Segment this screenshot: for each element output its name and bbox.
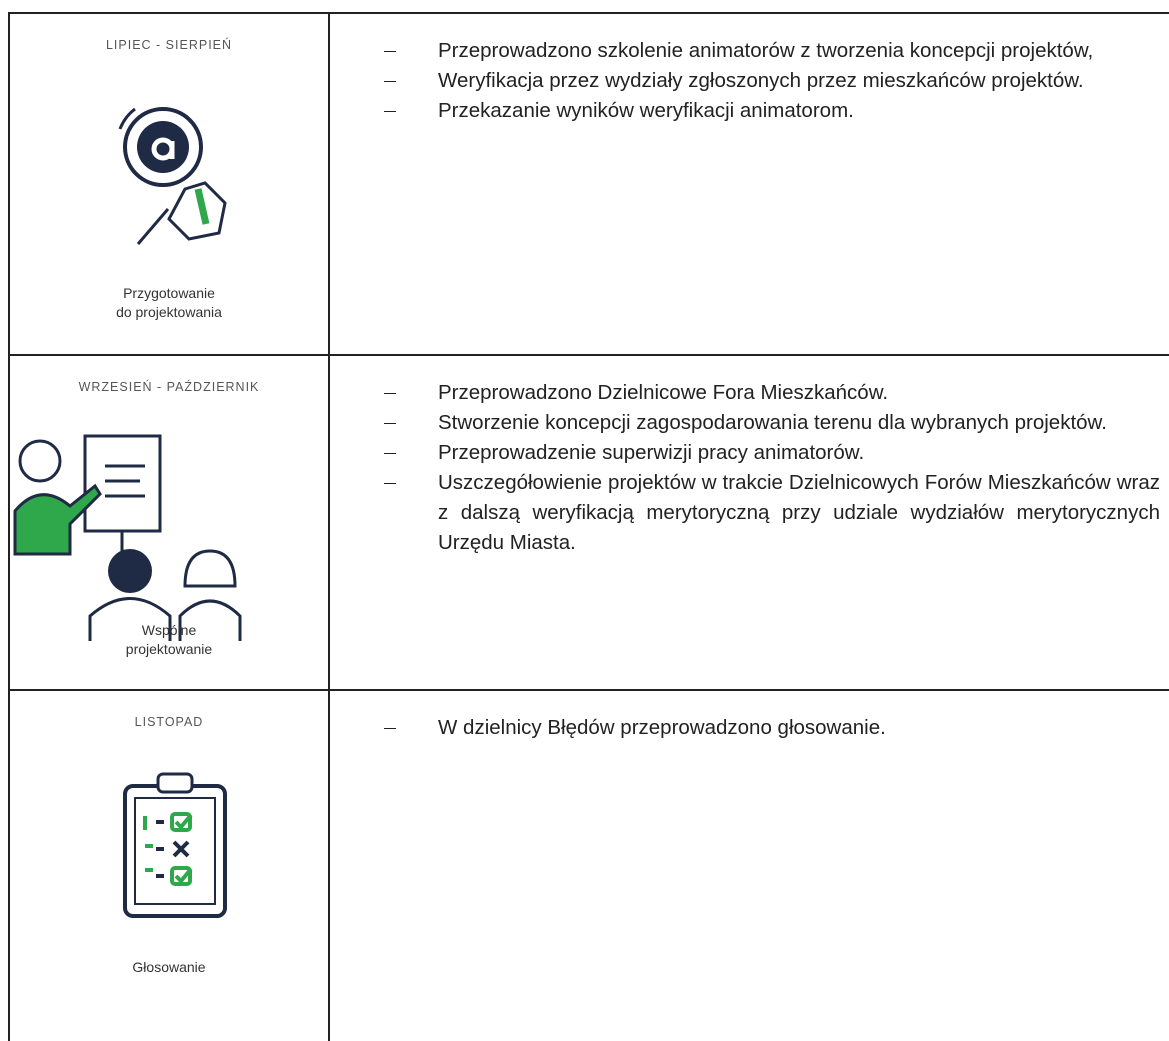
period-label: LISTOPAD: [134, 715, 204, 729]
caption-line: projektowanie: [125, 641, 213, 657]
bullet-dash: [384, 728, 396, 729]
bullet-dash: [384, 423, 396, 424]
item-list: Przeprowadzono szkolenie animatorów z tw…: [384, 36, 1160, 126]
bullet-dash: [384, 81, 396, 82]
stage-cell: LISTOPAD Głosowanie: [8, 691, 330, 1041]
item-text: Weryfikacja przez wydziały zgłoszonych p…: [438, 69, 1084, 92]
bullet-dash: [384, 483, 396, 484]
list-item: W dzielnicy Błędów przeprowadzono głosow…: [384, 713, 1160, 743]
stage-icon: [13, 411, 260, 646]
stage-icon: [90, 69, 260, 254]
table-row: LISTOPAD Głosowanie W dzielnicy Błędów pr…: [8, 689, 1169, 1041]
list-item: Przeprowadzono szkolenie animatorów z tw…: [384, 36, 1160, 66]
bullet-dash: [384, 111, 396, 112]
item-text: Stworzenie koncepcji zagospodarowania te…: [438, 411, 1107, 434]
stage-caption: Przygotowanie do projektowania: [10, 284, 328, 322]
item-list: Przeprowadzono Dzielnicowe Fora Mieszkań…: [384, 378, 1160, 558]
period-label: LIPIEC - SIERPIEŃ: [105, 38, 233, 52]
caption-line: do projektowania: [116, 304, 222, 320]
bullet-dash: [384, 453, 396, 454]
item-text: Uszczegółowienie projektów w trakcie Dzi…: [438, 471, 1160, 554]
list-item: Uszczegółowienie projektów w trakcie Dzi…: [384, 468, 1160, 558]
stage-caption: Wspólne projektowanie: [10, 621, 328, 659]
list-item: Weryfikacja przez wydziały zgłoszonych p…: [384, 66, 1160, 96]
stage-cell: LIPIEC - SIERPIEŃ Przygotowanie do projek…: [8, 14, 330, 354]
list-item: Przekazanie wyników weryfikacji animator…: [384, 96, 1160, 126]
list-item: Stworzenie koncepcji zagospodarowania te…: [384, 408, 1160, 438]
bullet-dash: [384, 51, 396, 52]
stage-caption: Głosowanie: [10, 958, 328, 977]
item-list: W dzielnicy Błędów przeprowadzono głosow…: [384, 713, 1160, 743]
stage-cell: WRZESIEŃ - PAŹDZIERNIK Wspólne projektowa…: [8, 356, 330, 689]
item-text: Przeprowadzono szkolenie animatorów z tw…: [438, 39, 1094, 62]
caption-line: Przygotowanie: [123, 285, 215, 301]
item-text: Przeprowadzenie superwizji pracy animato…: [438, 441, 865, 464]
table-row: LIPIEC - SIERPIEŃ Przygotowanie do projek…: [8, 12, 1169, 354]
bullet-dash: [384, 393, 396, 394]
item-text: Przeprowadzono Dzielnicowe Fora Mieszkań…: [438, 381, 889, 404]
table-row: WRZESIEŃ - PAŹDZIERNIK Wspólne projektowa…: [8, 354, 1169, 689]
period-label: WRZESIEŃ - PAŹDZIERNIK: [78, 380, 260, 394]
list-item: Przeprowadzono Dzielnicowe Fora Mieszkań…: [384, 378, 1160, 408]
caption-line: Wspólne: [141, 622, 197, 638]
caption-line: Głosowanie: [132, 959, 206, 975]
item-text: Przekazanie wyników weryfikacji animator…: [438, 99, 854, 122]
item-text: W dzielnicy Błędów przeprowadzono głosow…: [438, 716, 886, 739]
list-item: Przeprowadzenie superwizji pracy animato…: [384, 438, 1160, 468]
stage-icon: [90, 746, 260, 931]
